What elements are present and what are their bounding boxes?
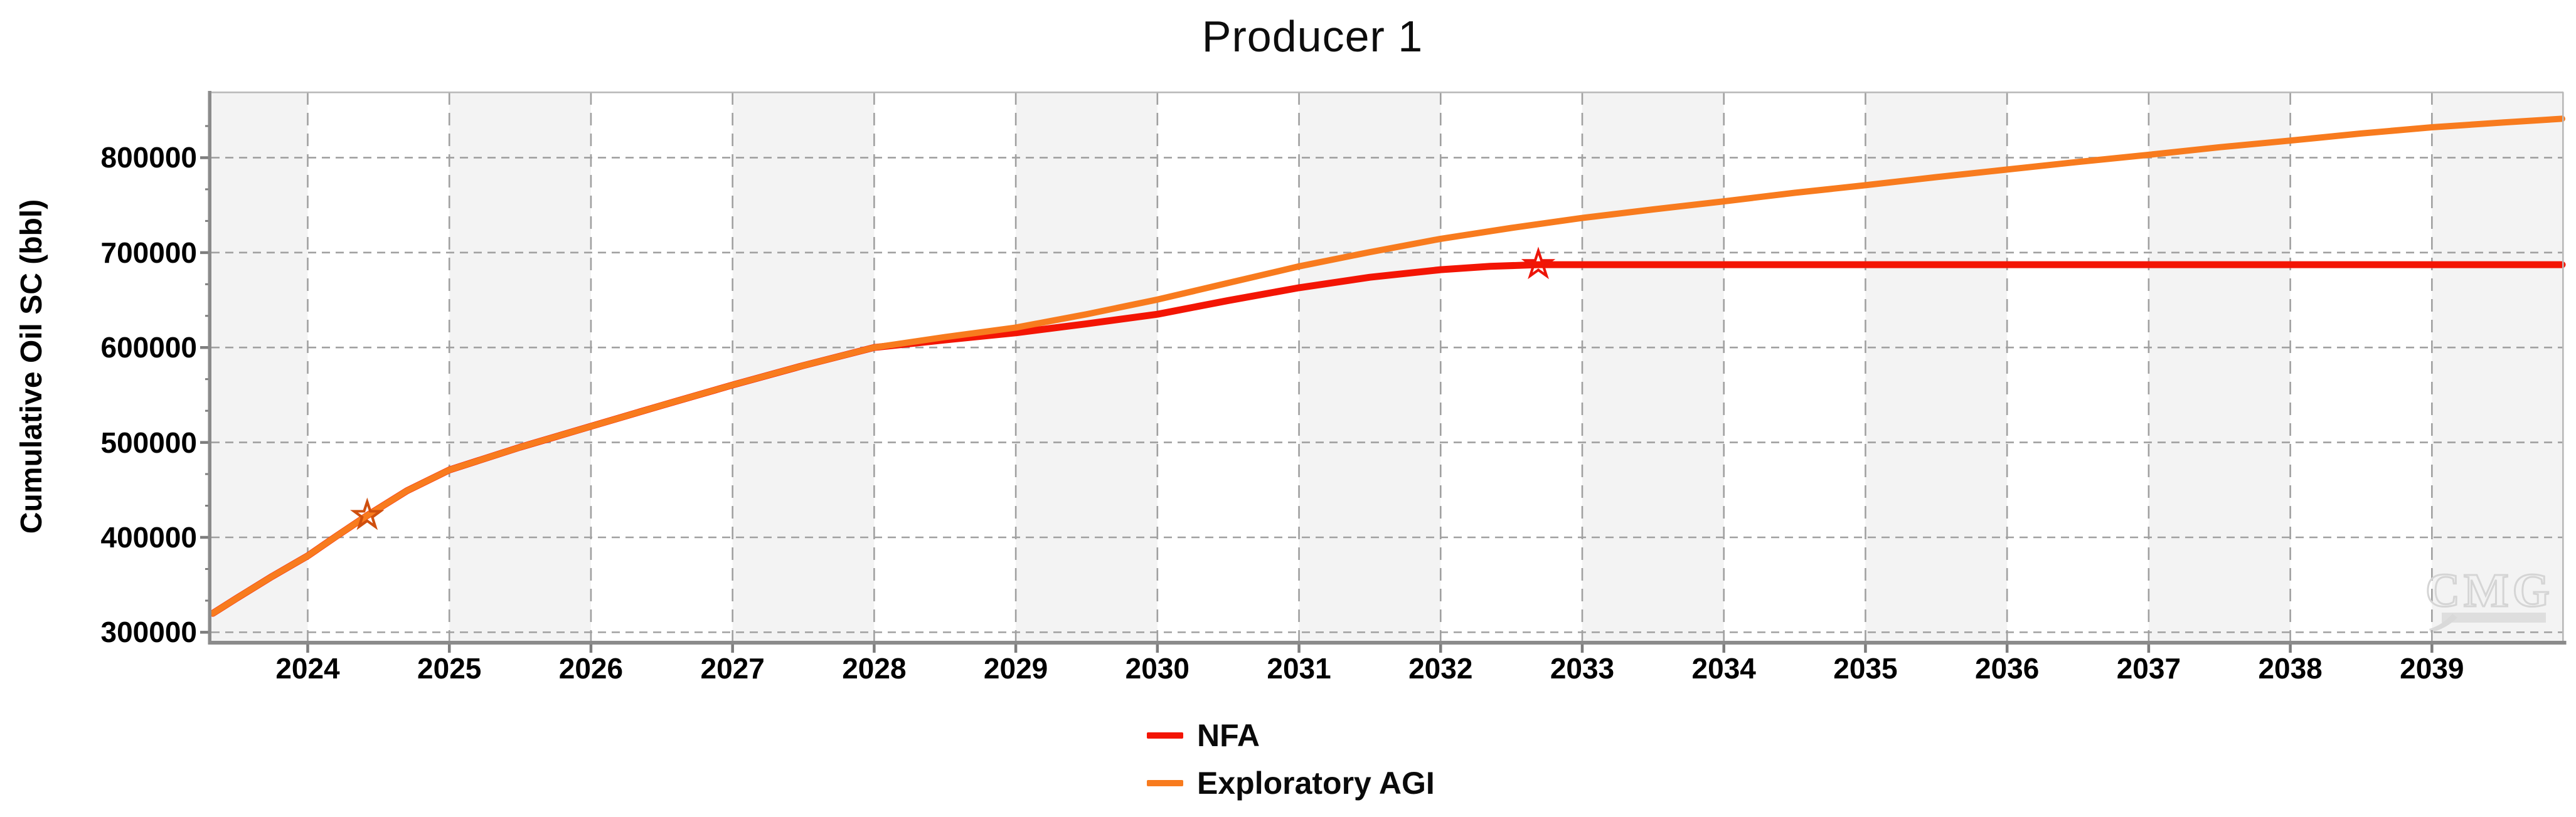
x-tick-label: 2025 (417, 652, 482, 685)
legend: NFA Exploratory AGI (1147, 718, 1435, 814)
y-tick-label: 300000 (100, 616, 198, 649)
chart-title: Producer 1 (1201, 12, 1424, 61)
y-axis-title: Cumulative Oil SC (bbl) (15, 199, 49, 534)
x-tick-label: 2033 (1550, 652, 1615, 685)
x-tick-label: 2039 (2400, 652, 2464, 685)
cmg-watermark: CMG (2425, 564, 2553, 617)
x-tick-label: 2026 (558, 652, 624, 685)
y-tick-label: 600000 (100, 331, 198, 364)
y-axis-title-box: Cumulative Oil SC (bbl) (4, 92, 60, 641)
x-tick-label: 2038 (2258, 652, 2323, 685)
x-tick-label: 2035 (1833, 652, 1898, 685)
x-tick-label: 2034 (1691, 652, 1756, 685)
x-tick-label: 2037 (2116, 652, 2181, 685)
y-tick-label: 800000 (100, 141, 198, 174)
exploratory-agi-line-swatch-icon (1147, 780, 1183, 786)
x-tick-label: 2027 (700, 652, 765, 685)
x-tick-label: 2032 (1408, 652, 1473, 685)
legend-item-nfa: NFA (1147, 718, 1435, 753)
nfa-line-swatch-icon (1147, 732, 1183, 739)
y-tick-label: 400000 (100, 520, 198, 554)
x-tick-label: 2030 (1125, 652, 1190, 685)
x-tick-label: 2029 (983, 652, 1048, 685)
y-tick-label: 700000 (100, 236, 198, 269)
legend-label-nfa: NFA (1197, 718, 1260, 753)
x-tick-label: 2036 (1974, 652, 2040, 685)
legend-label-exploratory-agi: Exploratory AGI (1197, 766, 1435, 801)
x-tick-label: 2031 (1267, 652, 1331, 685)
legend-item-exploratory-agi: Exploratory AGI (1147, 766, 1435, 801)
y-tick-label: 500000 (100, 426, 198, 459)
x-tick-label: 2024 (275, 652, 340, 685)
x-tick-label: 2028 (842, 652, 907, 685)
